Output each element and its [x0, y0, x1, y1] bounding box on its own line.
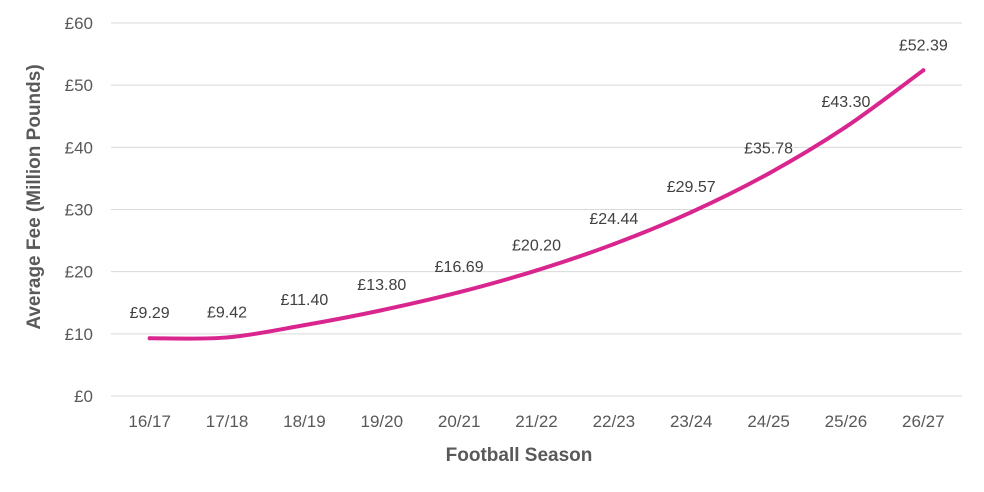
data-label: £29.57: [667, 179, 716, 196]
x-tick-label: 19/20: [360, 412, 403, 431]
data-label: £24.44: [589, 211, 638, 228]
data-point: [302, 323, 307, 328]
data-label: £52.39: [899, 37, 948, 54]
data-point: [225, 335, 230, 340]
series-line: [147, 68, 926, 341]
y-axis-ticks: £0 £10 £20 £30 £40 £50 £60: [65, 14, 93, 406]
data-point: [379, 308, 384, 313]
data-point: [689, 210, 694, 215]
y-axis-title: Average Fee (Million Pounds): [24, 64, 45, 329]
data-label: £20.20: [512, 237, 561, 254]
data-label: £13.80: [357, 277, 406, 294]
x-axis-ticks: 16/17 17/18 18/19 19/20 20/21 21/22 22/23 23/24…: [128, 412, 944, 431]
data-labels: £9.29 £9.42 £11.40 £13.80 £16.69 £20.20 £24.44…: [130, 37, 948, 322]
series: [147, 68, 926, 341]
x-tick-label: 20/21: [438, 412, 481, 431]
x-tick-label: 25/26: [825, 412, 868, 431]
x-axis-title: Football Season: [446, 445, 593, 466]
data-point: [843, 124, 848, 129]
data-label: £9.29: [130, 305, 170, 322]
y-tick-label: £10: [65, 325, 93, 344]
data-point: [147, 336, 152, 341]
data-point: [534, 268, 539, 273]
y-tick-label: £0: [74, 387, 93, 406]
data-label: £43.30: [821, 94, 870, 111]
data-label: £9.42: [207, 304, 247, 321]
gridlines: [111, 22, 962, 397]
x-tick-label: 16/17: [128, 412, 171, 431]
x-tick-label: 24/25: [747, 412, 790, 431]
y-tick-label: £20: [65, 263, 93, 282]
data-point: [921, 68, 926, 73]
y-tick-label: £60: [65, 14, 93, 33]
x-tick-label: 22/23: [593, 412, 636, 431]
x-tick-label: 18/19: [283, 412, 326, 431]
y-tick-label: £50: [65, 76, 93, 95]
x-tick-label: 23/24: [670, 412, 713, 431]
data-point: [611, 242, 616, 247]
data-label: £16.69: [435, 259, 484, 276]
data-label: £11.40: [281, 292, 329, 309]
y-tick-label: £30: [65, 201, 93, 220]
data-point: [766, 171, 771, 176]
x-tick-label: 26/27: [902, 412, 945, 431]
data-point: [457, 290, 462, 295]
y-tick-label: £40: [65, 138, 93, 157]
x-tick-label: 17/18: [206, 412, 249, 431]
data-label: £35.78: [744, 141, 793, 158]
x-tick-label: 21/22: [515, 412, 558, 431]
